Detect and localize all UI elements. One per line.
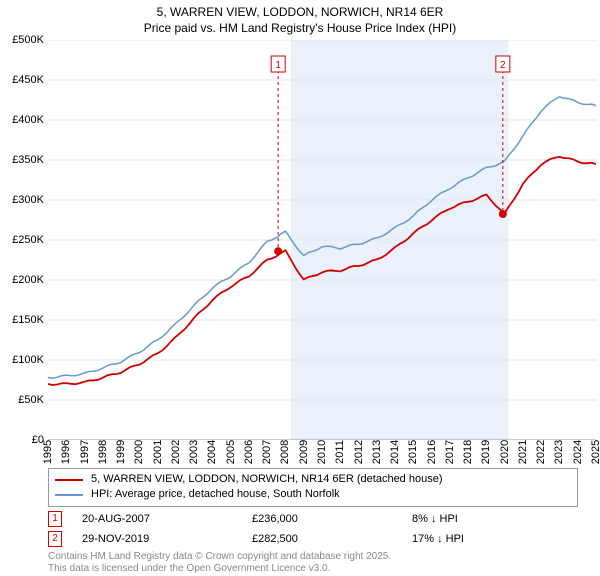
legend-label-1: 5, WARREN VIEW, LODDON, NORWICH, NR14 6E… — [91, 472, 443, 487]
x-tick-label: 2012 — [353, 440, 365, 464]
legend-swatch-1 — [55, 479, 83, 481]
y-tick-label: £250K — [0, 234, 44, 246]
x-tick-label: 1998 — [97, 440, 109, 464]
x-tick-label: 2017 — [444, 440, 456, 464]
x-tick-label: 1999 — [115, 440, 127, 464]
y-tick-label: £100K — [0, 354, 44, 366]
x-tick-label: 2022 — [535, 440, 547, 464]
footnote: Contains HM Land Registry data © Crown c… — [48, 551, 578, 576]
y-tick-label: £50K — [0, 394, 44, 406]
x-tick-label: 2019 — [480, 440, 492, 464]
x-tick-label: 2025 — [590, 440, 600, 464]
y-tick-label: £200K — [0, 274, 44, 286]
x-tick-label: 2021 — [517, 440, 529, 464]
x-tick-label: 2001 — [152, 440, 164, 464]
x-tick-label: 2003 — [188, 440, 200, 464]
x-tick-label: 2016 — [426, 440, 438, 464]
marker-delta: 17% ↓ HPI — [412, 533, 464, 545]
svg-text:2: 2 — [500, 60, 506, 71]
x-tick-label: 2009 — [298, 440, 310, 464]
x-tick-label: 2008 — [279, 440, 291, 464]
legend-frame: 5, WARREN VIEW, LODDON, NORWICH, NR14 6E… — [48, 468, 578, 507]
y-tick-label: £400K — [0, 114, 44, 126]
x-tick-label: 2018 — [462, 440, 474, 464]
marker-id-box: 2 — [48, 531, 62, 547]
x-tick-label: 1996 — [60, 440, 72, 464]
legend-label-2: HPI: Average price, detached house, Sout… — [91, 487, 340, 502]
y-tick-label: £350K — [0, 154, 44, 166]
x-tick-label: 2020 — [499, 440, 511, 464]
svg-text:1: 1 — [275, 60, 281, 71]
marker-row: 1 20-AUG-2007 £236,000 8% ↓ HPI — [48, 511, 578, 527]
x-tick-label: 2007 — [261, 440, 273, 464]
marker-delta: 8% ↓ HPI — [412, 513, 458, 525]
marker-price: £282,500 — [252, 533, 362, 545]
x-tick-label: 2015 — [407, 440, 419, 464]
x-tick-label: 2023 — [553, 440, 565, 464]
marker-date: 29-NOV-2019 — [82, 533, 202, 545]
legend-row-2: HPI: Average price, detached house, Sout… — [55, 487, 571, 502]
x-tick-label: 2005 — [225, 440, 237, 464]
x-tick-label: 2000 — [133, 440, 145, 464]
y-tick-label: £300K — [0, 194, 44, 206]
footnote-line2: This data is licensed under the Open Gov… — [48, 563, 578, 576]
x-tick-label: 2011 — [334, 440, 346, 464]
legend-row-1: 5, WARREN VIEW, LODDON, NORWICH, NR14 6E… — [55, 472, 571, 487]
footnote-line1: Contains HM Land Registry data © Crown c… — [48, 551, 578, 564]
x-tick-label: 2024 — [572, 440, 584, 464]
y-tick-label: £500K — [0, 34, 44, 46]
x-tick-label: 1997 — [79, 440, 91, 464]
chart-container: 5, WARREN VIEW, LODDON, NORWICH, NR14 6E… — [0, 0, 600, 560]
x-tick-label: 1995 — [42, 440, 54, 464]
y-tick-label: £450K — [0, 74, 44, 86]
plot-svg: 12 — [48, 40, 596, 440]
x-tick-label: 2006 — [243, 440, 255, 464]
chart-area: 12 £0£50K£100K£150K£200K£250K£300K£350K£… — [48, 40, 596, 440]
marker-row: 2 29-NOV-2019 £282,500 17% ↓ HPI — [48, 531, 578, 547]
marker-id-box: 1 — [48, 511, 62, 527]
title-line1: 5, WARREN VIEW, LODDON, NORWICH, NR14 6E… — [0, 4, 600, 20]
y-tick-label: £0 — [0, 434, 44, 446]
y-tick-label: £150K — [0, 314, 44, 326]
x-tick-label: 2002 — [170, 440, 182, 464]
title-line2: Price paid vs. HM Land Registry's House … — [0, 20, 600, 36]
x-tick-label: 2014 — [389, 440, 401, 464]
legend-swatch-2 — [55, 494, 83, 496]
marker-price: £236,000 — [252, 513, 362, 525]
x-tick-label: 2013 — [371, 440, 383, 464]
x-tick-label: 2010 — [316, 440, 328, 464]
title-block: 5, WARREN VIEW, LODDON, NORWICH, NR14 6E… — [0, 0, 600, 36]
x-tick-label: 2004 — [206, 440, 218, 464]
marker-date: 20-AUG-2007 — [82, 513, 202, 525]
